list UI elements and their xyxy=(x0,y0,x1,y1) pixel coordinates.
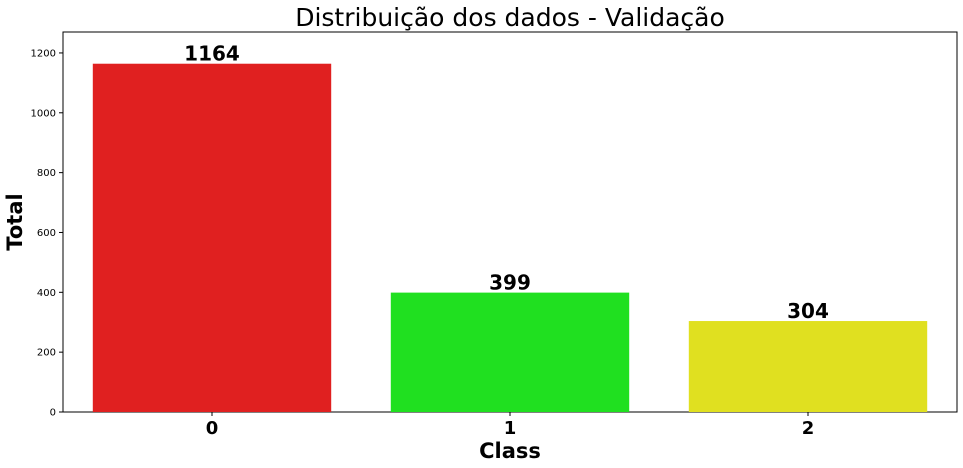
x-axis-title: Class xyxy=(479,439,541,463)
y-tick-label: 200 xyxy=(37,348,56,359)
bar-class-2 xyxy=(688,321,928,412)
y-tick-label: 800 xyxy=(37,168,56,179)
bar-value-label: 304 xyxy=(787,299,829,323)
chart-title: Distribuição dos dados - Validação xyxy=(295,3,725,32)
y-tick-label: 600 xyxy=(37,228,56,239)
y-tick-label: 1000 xyxy=(31,108,56,119)
y-tick-label: 400 xyxy=(37,288,56,299)
bar-class-1 xyxy=(390,292,630,412)
x-tick-label: 1 xyxy=(504,418,517,439)
bar-value-label: 1164 xyxy=(184,42,240,66)
x-tick-label: 2 xyxy=(802,418,815,439)
y-tick-label: 0 xyxy=(50,408,56,419)
x-tick-label: 0 xyxy=(206,418,219,439)
y-axis-title: Total xyxy=(3,193,27,250)
bar-value-label: 399 xyxy=(489,271,531,295)
plot-area: 0 200 400 600 800 1000 1200 1164 0 399 1 304 2 xyxy=(31,31,958,439)
bar-class-0 xyxy=(92,63,332,413)
y-tick-label: 1200 xyxy=(31,48,56,59)
